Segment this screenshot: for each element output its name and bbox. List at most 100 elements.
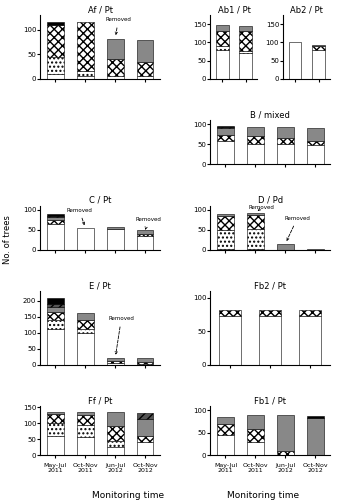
Text: Removed: Removed [135, 218, 161, 229]
Bar [77, 424, 94, 436]
Bar [217, 126, 234, 128]
Bar [47, 307, 64, 312]
Bar [77, 332, 94, 364]
Bar [277, 450, 294, 455]
Bar [107, 59, 124, 76]
Bar [137, 76, 153, 79]
Text: Monitoring time: Monitoring time [92, 490, 164, 500]
Bar [107, 76, 124, 79]
Bar [307, 128, 324, 141]
Bar [137, 362, 153, 364]
Bar [312, 46, 325, 50]
Bar [217, 128, 234, 136]
Bar [216, 32, 229, 46]
Bar [47, 224, 64, 250]
Bar [312, 50, 325, 79]
Bar [259, 316, 281, 364]
Bar [47, 214, 64, 216]
Bar [299, 316, 321, 364]
Bar [47, 414, 64, 424]
Bar [107, 229, 124, 250]
Bar [47, 436, 64, 455]
Bar [216, 46, 229, 50]
Bar [217, 214, 234, 216]
Bar [47, 220, 64, 224]
Bar [77, 436, 94, 455]
Bar [77, 228, 94, 250]
Bar [247, 248, 264, 250]
Bar [47, 298, 64, 304]
Text: Removed: Removed [66, 208, 92, 224]
Bar [47, 217, 64, 220]
Bar [47, 304, 64, 307]
Bar [216, 50, 229, 79]
Bar [77, 76, 94, 79]
Bar [217, 435, 234, 455]
Bar [107, 363, 124, 364]
Text: Monitoring time: Monitoring time [227, 490, 299, 500]
Bar [77, 330, 94, 332]
Bar [47, 56, 64, 74]
Bar [247, 229, 264, 248]
Bar [247, 144, 264, 165]
Bar [247, 213, 264, 215]
Bar [239, 32, 252, 52]
Bar [77, 320, 94, 330]
Bar [47, 312, 64, 320]
Bar [247, 215, 264, 229]
Bar [47, 320, 64, 330]
Bar [247, 442, 264, 455]
Title: Ab1 / Pt: Ab1 / Pt [218, 5, 250, 14]
Bar [77, 72, 94, 76]
Title: Ff / Pt: Ff / Pt [88, 396, 113, 405]
Bar [277, 128, 294, 138]
Bar [247, 429, 264, 442]
Title: Fb1 / Pt: Fb1 / Pt [254, 396, 286, 405]
Bar [137, 436, 153, 442]
Bar [47, 22, 64, 25]
Title: E / Pt: E / Pt [89, 281, 111, 290]
Bar [107, 362, 124, 363]
Title: B / mixed: B / mixed [250, 110, 290, 120]
Text: Removed: Removed [284, 216, 310, 240]
Bar [107, 358, 124, 362]
Bar [107, 412, 124, 426]
Bar [107, 440, 124, 447]
Bar [137, 413, 153, 418]
Bar [137, 418, 153, 436]
Bar [137, 40, 153, 62]
Bar [239, 54, 252, 79]
Title: Fb2 / Pt: Fb2 / Pt [254, 281, 286, 290]
Bar [47, 216, 64, 217]
Bar [47, 424, 64, 436]
Bar [137, 236, 153, 250]
Bar [219, 316, 241, 364]
Bar [47, 25, 64, 56]
Bar [107, 38, 124, 59]
Text: No. of trees: No. of trees [3, 216, 12, 264]
Bar [239, 26, 252, 32]
Bar [77, 22, 94, 72]
Bar [137, 230, 153, 234]
Bar [277, 144, 294, 165]
Title: Ab2 / Pt: Ab2 / Pt [290, 5, 323, 14]
Bar [239, 52, 252, 54]
Bar [137, 442, 153, 455]
Bar [216, 25, 229, 32]
Bar [47, 412, 64, 414]
Bar [217, 136, 234, 141]
Bar [307, 249, 324, 250]
Bar [217, 417, 234, 424]
Bar [77, 412, 94, 415]
Bar [307, 145, 324, 165]
Bar [217, 216, 234, 230]
Bar [307, 418, 324, 455]
Bar [217, 424, 234, 435]
Bar [288, 42, 302, 79]
Bar [247, 136, 264, 144]
Bar [107, 227, 124, 229]
Bar [307, 416, 324, 418]
Title: Af / Pt: Af / Pt [88, 5, 113, 14]
Title: D / Pd: D / Pd [258, 196, 283, 205]
Bar [277, 415, 294, 450]
